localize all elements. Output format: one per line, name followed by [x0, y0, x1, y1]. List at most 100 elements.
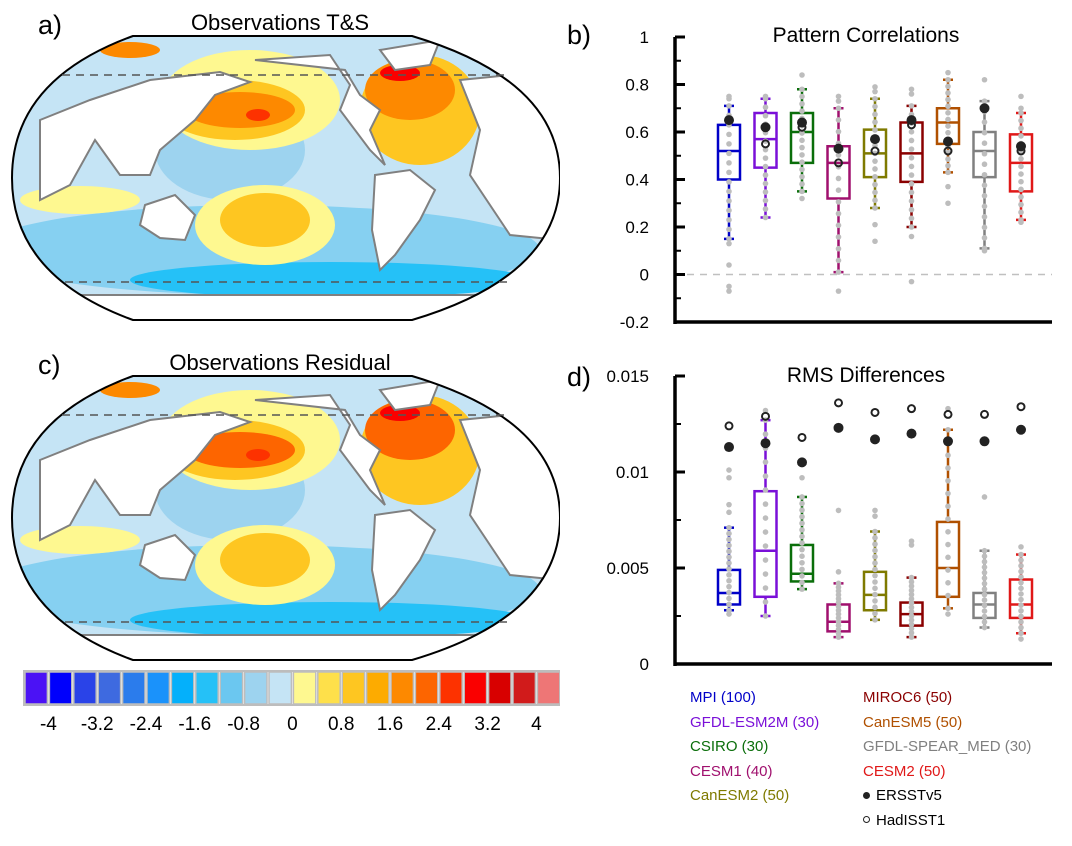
colorbar-tick-label: 0	[287, 714, 298, 735]
labrador-sea-warm-core	[380, 405, 420, 421]
ensemble-member-dot	[908, 172, 915, 178]
outlier-dot	[762, 93, 769, 100]
ensemble-member-dot	[945, 76, 951, 83]
north-pacific-warm-core	[246, 449, 270, 461]
ensemble-member-dot	[945, 156, 951, 162]
ensemble-member-dot	[945, 528, 951, 535]
ensemble-member-dot	[908, 189, 915, 196]
ensemble-member-dot	[799, 527, 805, 533]
colorbar-swatch	[24, 671, 49, 705]
pattern-correlations-chart: Pattern Correlations -0.2 0 0.2 0.4 0.6 0.8 1	[620, 24, 1052, 332]
chart-title: RMS Differences	[787, 364, 945, 387]
colorbar-swatch	[317, 671, 341, 705]
ensemble-member-dot	[981, 619, 988, 625]
ensemble-member-dot	[1018, 117, 1024, 124]
colorbar-swatch	[48, 671, 73, 705]
eurasia-africa-land	[39, 410, 254, 542]
indian-ocean-warm	[20, 526, 140, 554]
colorbar-swatch	[195, 671, 219, 705]
map-a-border	[10, 35, 560, 321]
ensemble-member-dot	[908, 587, 915, 594]
box-group-miroc6	[899, 86, 924, 285]
open-circle-icon	[863, 816, 870, 824]
colorbar-tick-label: 0.8	[327, 714, 355, 735]
ensemble-member-dot	[1018, 163, 1024, 170]
ensemble-member-dot	[835, 626, 842, 633]
ensemble-member-dot	[835, 622, 842, 629]
ensemble-member-dot	[835, 245, 842, 252]
southern-ocean-strong-anomaly	[130, 262, 530, 298]
legend-column-2: MIROC6 (50) CanESM5 (50) GFDL-SPEAR_MED …	[863, 686, 1031, 833]
ensemble-member-dot	[872, 111, 878, 118]
ensemble-member-dot	[981, 575, 988, 581]
ensemble-member-dot	[726, 572, 732, 578]
ersstv5-marker	[724, 115, 734, 126]
north-pacific-warm-3	[185, 432, 295, 468]
ensemble-member-dot	[835, 128, 842, 135]
ensemble-member-dot	[981, 224, 988, 231]
ensemble-member-dot	[1018, 602, 1024, 608]
colorbar-swatch	[219, 671, 244, 705]
ensemble-member-dot	[835, 607, 842, 614]
ensemble-member-dot	[726, 131, 732, 138]
y-tick-label: 0.2	[625, 218, 649, 237]
outlier-dot	[872, 88, 878, 95]
ensemble-member-dot	[799, 513, 805, 520]
australia-land	[138, 193, 197, 242]
ensemble-member-dot	[762, 487, 769, 493]
ensemble-member-dot	[981, 564, 988, 570]
ensemble-member-dot	[726, 217, 732, 223]
colorbar-frame	[23, 670, 560, 706]
ensemble-member-dot	[835, 592, 842, 598]
ensemble-member-dot	[799, 173, 805, 180]
ensemble-member-dot	[945, 129, 951, 136]
ensemble-member-dot	[835, 595, 842, 602]
outlier-dot	[726, 611, 732, 617]
ensemble-member-dot	[908, 625, 915, 632]
ensemble-member-dot	[1018, 194, 1024, 200]
ensemble-member-dot	[799, 152, 805, 158]
ensemble-member-dot	[981, 558, 988, 565]
box-group-canesm2	[862, 407, 888, 623]
outlier-dot	[726, 262, 732, 268]
ensemble-member-dot	[981, 235, 988, 241]
ensemble-member-dot	[1018, 613, 1024, 620]
colorbar-swatch	[170, 671, 195, 705]
ensemble-member-dot	[945, 96, 951, 103]
ensemble-member-dot	[762, 529, 769, 535]
arctic-warm	[100, 42, 160, 58]
ensemble-member-dot	[981, 214, 988, 220]
ensemble-member-dot	[908, 621, 915, 628]
hadisst1-marker	[1016, 402, 1026, 412]
ensemble-member-dot	[872, 158, 878, 164]
outlier-dot	[872, 221, 878, 228]
hadisst1-marker	[907, 404, 916, 414]
outlier-dot	[945, 200, 951, 207]
ensemble-member-dot	[762, 557, 769, 563]
ersstv5-marker	[797, 117, 807, 128]
ensemble-member-dot	[872, 572, 878, 579]
rms-differences-chart: RMS Differences 0 0.005 0.01 0.015	[606, 364, 1052, 674]
legend-item-cesm1: CESM1 (40)	[690, 762, 773, 780]
colorbar-swatch	[146, 671, 171, 705]
ensemble-member-dot	[981, 597, 988, 603]
ensemble-member-dot	[945, 426, 951, 433]
antarctica-land	[12, 294, 560, 320]
ensemble-member-dot	[908, 600, 915, 606]
ensemble-member-dot	[908, 206, 915, 213]
ensemble-member-dot	[835, 187, 842, 193]
ensemble-member-dot	[1018, 596, 1024, 603]
colorbar-swatch	[365, 671, 390, 705]
colorbar-swatch	[414, 671, 439, 705]
ensemble-member-dot	[981, 613, 988, 620]
ensemble-member-dot	[1018, 574, 1024, 580]
colorbar-swatch	[73, 671, 97, 705]
ensemble-member-dot	[762, 146, 769, 153]
ersstv5-marker	[797, 457, 807, 468]
ensemble-member-dot	[872, 560, 878, 566]
outlier-dot	[872, 513, 878, 519]
ensemble-member-dot	[908, 103, 915, 109]
ensemble-member-dot	[762, 180, 769, 187]
y-tick-label: 0	[640, 655, 649, 674]
outlier-dot	[908, 278, 915, 285]
